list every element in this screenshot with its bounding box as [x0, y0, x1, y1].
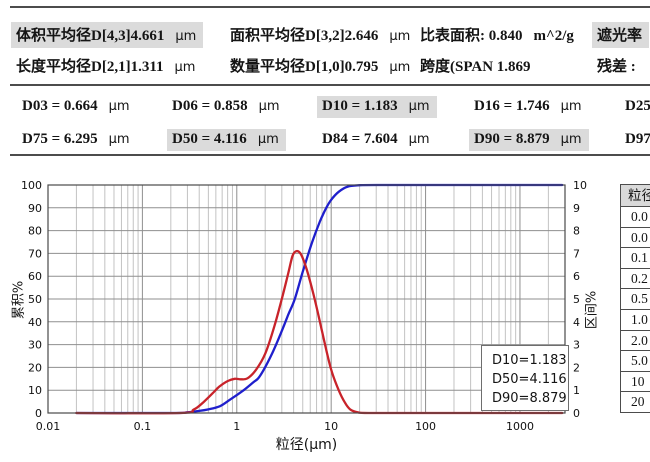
- svg-text:9: 9: [573, 202, 580, 215]
- stats-row-2: 长度平均径D[2,1]1.311 μm 数量平均径D[1,0]0.795 μm 跨度…: [0, 53, 650, 75]
- svg-text:3: 3: [573, 339, 580, 352]
- svg-text:60: 60: [28, 270, 42, 283]
- divider-top: [10, 6, 650, 8]
- stat-length-mean-diameter: 长度平均径D[2,1]1.311 μm: [16, 59, 196, 75]
- svg-text:5: 5: [573, 293, 580, 306]
- dvalue-d16: D16 = 1.746 μm: [474, 98, 582, 114]
- size-bin-table-row: 20: [631, 394, 645, 410]
- svg-text:80: 80: [28, 225, 42, 238]
- stat-residual: 残差 :: [597, 59, 636, 75]
- size-bin-table-row: 0.2: [621, 269, 650, 290]
- svg-text:20: 20: [28, 361, 42, 374]
- legend-line-d10: D10=1.183: [492, 353, 567, 368]
- svg-text:30: 30: [28, 339, 42, 352]
- svg-text:90: 90: [28, 202, 42, 215]
- svg-text:4: 4: [573, 316, 580, 329]
- distribution-chart: 0.01 0.1 1 10 100 1000 0 10 20 30 40 50 60 70 80 90 100 0…: [0, 160, 650, 462]
- axis-ticks: 0.01 0.1 1 10 100 100001020304050607080901000…: [21, 179, 587, 433]
- chart-legend: D10=1.183 D50=4.116 D90=8.879: [481, 345, 569, 411]
- dvalue-d25: D25: [625, 98, 650, 114]
- svg-text:40: 40: [28, 316, 42, 329]
- svg-text:100: 100: [415, 420, 436, 433]
- svg-text:0: 0: [35, 407, 42, 420]
- frequency-curve: [75, 249, 564, 415]
- stat-obscuration: 遮光率: [592, 22, 650, 48]
- svg-text:0.01: 0.01: [36, 420, 61, 433]
- stat-span: 跨度(SPAN 1.869: [420, 59, 531, 75]
- stat-number-mean-diameter: 数量平均径D[1,0]0.795 μm: [230, 59, 411, 75]
- svg-text:10: 10: [573, 179, 587, 192]
- dvalue-d06: D06 = 0.858 μm: [172, 98, 280, 114]
- plot-border: [47, 184, 566, 414]
- size-bin-table-row: 2.0: [621, 331, 650, 352]
- dvalue-d03: D03 = 0.664 μm: [22, 98, 130, 114]
- dvalue-d90: D90 = 8.879 μm: [469, 129, 589, 151]
- svg-text:100: 100: [21, 179, 42, 192]
- size-bin-table: 粒径 0.0 0.0 0.1 0.2 0.5 1.0 2.0 5.0 10 20: [620, 184, 650, 413]
- stat-area-mean-diameter: 面积平均径D[3,2]2.646 μm: [230, 28, 411, 44]
- legend-line-d90: D90=8.879: [492, 391, 567, 406]
- dvalue-d75: D75 = 6.295 μm: [22, 131, 130, 147]
- divider-bottom: [10, 154, 650, 156]
- size-bin-table-row: 0.0: [621, 228, 650, 249]
- svg-text:10: 10: [324, 420, 338, 433]
- stat-volume-mean-diameter: 体积平均径D[4,3]4.661 μm: [11, 22, 204, 48]
- svg-text:1: 1: [573, 384, 580, 397]
- svg-text:0: 0: [573, 407, 580, 420]
- size-bin-table-row: 5.0: [621, 351, 650, 372]
- dvalues-row-2: D75 = 6.295 μm D50 = 4.116 μm D84 = 7.604 μ…: [0, 129, 650, 151]
- svg-text:1: 1: [233, 420, 240, 433]
- size-bin-table-row: 0.5: [621, 289, 650, 310]
- svg-text:50: 50: [28, 293, 42, 306]
- size-bin-table-row: 10: [621, 372, 650, 393]
- dvalues-row-1: D03 = 0.664 μm D06 = 0.858 μm D10 = 1.183 μ…: [0, 96, 650, 118]
- divider-middle: [10, 84, 650, 86]
- svg-text:8: 8: [573, 225, 580, 238]
- dvalue-d50: D50 = 4.116 μm: [167, 129, 286, 151]
- distribution-chart-svg: 0.01 0.1 1 10 100 100001020304050607080901000…: [21, 179, 587, 453]
- svg-text:2: 2: [573, 361, 580, 374]
- svg-text:10: 10: [28, 384, 42, 397]
- dvalue-d84: D84 = 7.604 μm: [322, 131, 430, 147]
- x-axis-title: 粒径(μm): [276, 437, 337, 453]
- stats-row-1: 体积平均径D[4,3]4.661 μm 面积平均径D[3,2]2.646 μm 比表…: [0, 22, 650, 48]
- dvalue-d97: D97: [625, 131, 650, 147]
- legend-line-d50: D50=4.116: [492, 372, 567, 387]
- svg-text:6: 6: [573, 270, 580, 283]
- svg-text:1000: 1000: [506, 420, 534, 433]
- size-bin-table-row: 0.0: [621, 207, 650, 228]
- right-axis-label: 区间%: [584, 290, 600, 330]
- size-bin-table-header: 粒径: [621, 185, 650, 207]
- left-axis-label: 累积%: [11, 280, 27, 320]
- stat-specific-surface-area: 比表面积: 0.840 m^2/g: [420, 28, 574, 44]
- size-bin-table-row: 1.0: [621, 310, 650, 331]
- svg-text:70: 70: [28, 247, 42, 260]
- dvalue-d10: D10 = 1.183 μm: [317, 96, 437, 118]
- svg-text:0.1: 0.1: [134, 420, 152, 433]
- svg-text:7: 7: [573, 247, 580, 260]
- size-bin-table-row: 0.1: [621, 248, 650, 269]
